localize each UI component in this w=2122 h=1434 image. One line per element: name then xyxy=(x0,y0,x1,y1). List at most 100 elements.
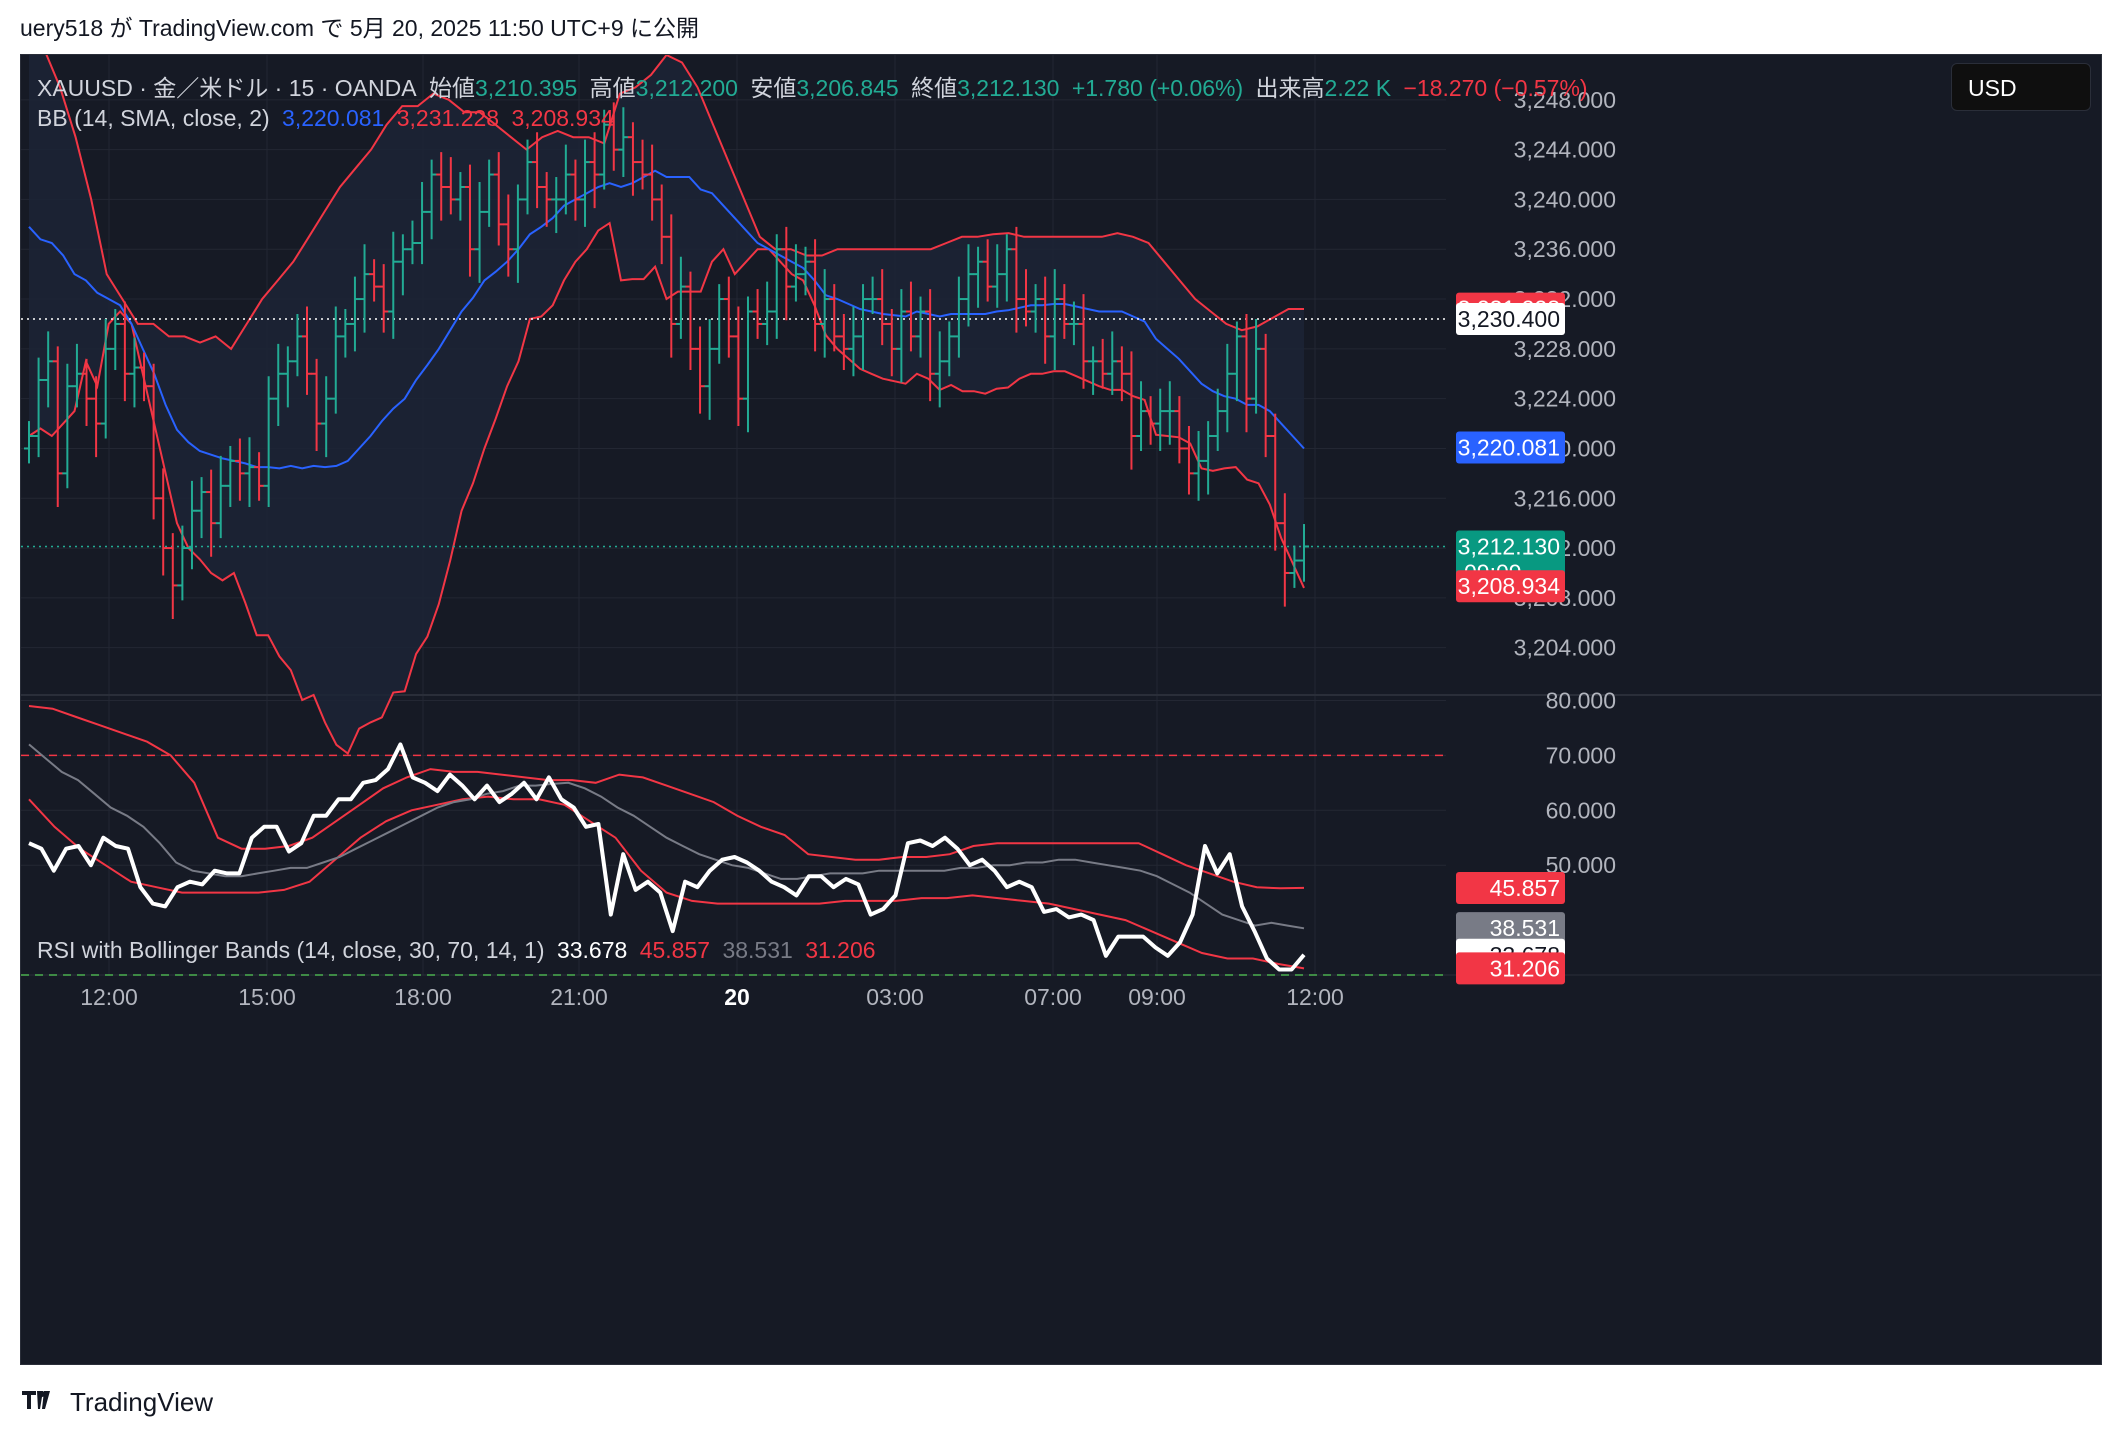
candle xyxy=(206,469,217,557)
bollinger-bands xyxy=(21,55,1446,756)
candle xyxy=(397,234,408,296)
price-axis: 3,204.0003,208.0003,212.0003,216.0003,22… xyxy=(1456,87,1616,985)
candle xyxy=(340,309,351,358)
rsi-badge-bg xyxy=(1456,912,1565,945)
chart-container[interactable]: 3,204.0003,208.0003,212.0003,216.0003,22… xyxy=(20,54,2102,1365)
candle xyxy=(110,309,121,371)
time-tick-label: 18:00 xyxy=(394,984,452,1010)
candle xyxy=(905,281,916,352)
main-legend: XAUUSD · 金／米ドル · 15 · OANDA 始値3,210.395 … xyxy=(37,69,1594,103)
rsi-name[interactable]: RSI with Bollinger Bands (14, close, 30,… xyxy=(37,937,545,963)
rsi-badge-text: 31.206 xyxy=(1490,955,1560,981)
candle xyxy=(1241,313,1252,433)
candle xyxy=(570,159,581,221)
candle xyxy=(944,321,955,377)
candle xyxy=(589,132,600,209)
price-tick-label: 3,224.000 xyxy=(1514,386,1616,412)
candle xyxy=(81,358,92,427)
candle xyxy=(407,220,418,265)
candle xyxy=(819,269,830,358)
candle xyxy=(388,231,399,339)
candle xyxy=(445,157,456,215)
candle xyxy=(129,337,140,408)
bb-legend[interactable]: BB (14, SMA, close, 2) 3,220.081 3,231.2… xyxy=(37,105,620,132)
candle xyxy=(580,139,591,227)
candle xyxy=(1097,338,1108,389)
bb-name[interactable]: BB (14, SMA, close, 2) xyxy=(37,105,270,131)
candle xyxy=(369,259,380,302)
rsi-tick-label: 60.000 xyxy=(1546,797,1616,823)
candle xyxy=(829,284,840,352)
time-tick-label: 12:00 xyxy=(80,984,138,1010)
candle xyxy=(800,246,811,296)
candle xyxy=(637,139,648,190)
candle xyxy=(100,318,111,439)
rsi-tick-label: 80.000 xyxy=(1546,687,1616,713)
candle xyxy=(685,271,696,371)
candle xyxy=(167,533,178,620)
open-value: 3,210.395 xyxy=(474,75,578,101)
candle xyxy=(91,376,102,458)
candle xyxy=(934,331,945,408)
candle xyxy=(292,313,303,377)
candle xyxy=(436,152,447,221)
time-tick-label: 15:00 xyxy=(238,984,296,1010)
candle xyxy=(886,309,897,377)
rsi-badge: 38.531 xyxy=(1456,912,1565,945)
candle xyxy=(838,313,849,371)
candle xyxy=(1078,294,1089,389)
price-badge-bg xyxy=(1456,431,1565,464)
volume-change-value: −18.270 (−0.57%) xyxy=(1403,75,1588,101)
candle xyxy=(1222,343,1233,433)
rsi-legend[interactable]: RSI with Bollinger Bands (14, close, 30,… xyxy=(37,937,882,964)
candle xyxy=(234,438,245,501)
candle xyxy=(62,363,73,489)
rsi-badge-bg xyxy=(1456,871,1565,904)
candle xyxy=(1049,269,1060,371)
candle xyxy=(215,455,226,539)
currency-button[interactable]: USD xyxy=(1951,63,2091,111)
open-label: 始値 xyxy=(428,75,475,101)
brand-name[interactable]: TradingView xyxy=(70,1386,214,1417)
candle xyxy=(848,306,859,377)
tv-logo-icon[interactable] xyxy=(20,1387,60,1418)
price-badge-text: 3,212.130 xyxy=(1458,533,1560,559)
symbol-label[interactable]: XAUUSD · 金／米ドル · 15 · OANDA xyxy=(37,75,417,101)
rsi-badge-text: 45.857 xyxy=(1490,875,1560,901)
candle xyxy=(139,352,150,402)
candle xyxy=(973,246,984,308)
candle xyxy=(282,346,293,408)
candle xyxy=(953,276,964,358)
candle xyxy=(1040,276,1051,364)
rsi-lower-value: 31.206 xyxy=(805,937,876,963)
candle xyxy=(1183,426,1194,495)
change-value: +1.780 (+0.06%) xyxy=(1071,75,1244,101)
candle xyxy=(302,306,313,395)
candle xyxy=(858,284,869,371)
price-badge-text: 3,230.400 xyxy=(1458,306,1560,332)
price-tick-label: 3,216.000 xyxy=(1514,485,1616,511)
bb-upper-line xyxy=(45,55,1304,351)
footer: TradingView xyxy=(20,1382,213,1422)
bb-lower-line xyxy=(28,221,1305,756)
candle xyxy=(1011,226,1022,333)
price-badge-text: 3,220.081 xyxy=(1458,434,1560,460)
candle xyxy=(426,159,437,240)
candle xyxy=(541,172,552,227)
time-tick-label: 12:00 xyxy=(1286,984,1344,1010)
rsi-lower-line xyxy=(28,795,1305,970)
candle xyxy=(1136,381,1147,451)
candle xyxy=(733,306,744,427)
candle xyxy=(647,144,658,221)
rsi-badge: 31.206 xyxy=(1456,952,1565,985)
candle xyxy=(359,244,370,333)
volume-label: 出来高 xyxy=(1255,75,1325,101)
low-value: 3,206.845 xyxy=(796,75,899,101)
candle xyxy=(675,256,686,339)
rsi-basis-value: 38.531 xyxy=(722,937,793,963)
candle xyxy=(1299,524,1309,582)
candle xyxy=(810,239,821,352)
chart-canvas[interactable]: 3,204.0003,208.0003,212.0003,216.0003,22… xyxy=(21,55,2101,1364)
candle xyxy=(790,244,801,302)
candle xyxy=(1203,421,1214,495)
